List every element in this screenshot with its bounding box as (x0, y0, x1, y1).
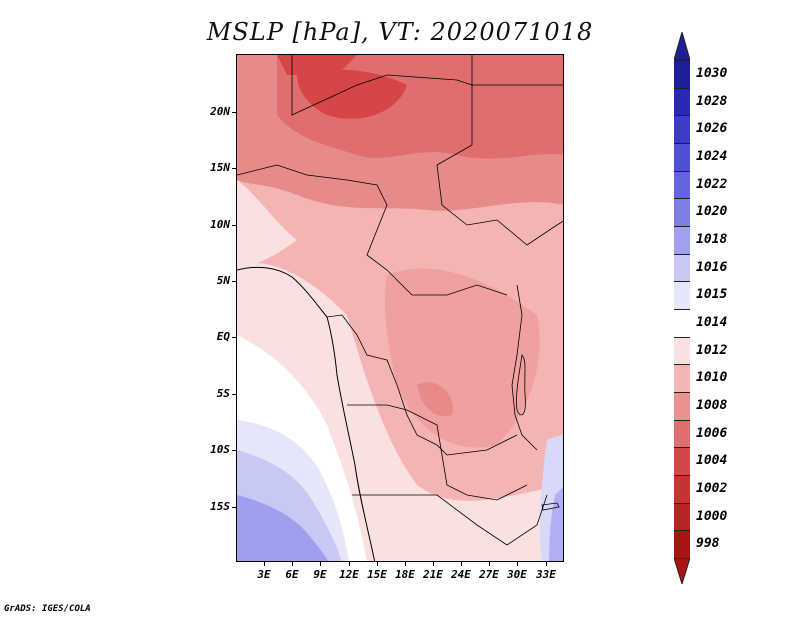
lat-tick-label: 10N (210, 218, 230, 231)
colorbar-cell (674, 226, 690, 254)
lon-tick-mark (517, 562, 518, 566)
map-title: MSLP [hPa], VT: 2020071018 (206, 18, 594, 46)
country-border (471, 55, 563, 86)
colorbar-cell (674, 115, 690, 143)
colorbar-cell (674, 475, 690, 503)
pressure-band-1004 (277, 55, 407, 119)
lon-tick-label: 15E (367, 568, 387, 581)
pressure-band-1008-interior (417, 382, 453, 417)
lat-tick-label: 5N (216, 274, 230, 287)
colorbar-bottom-arrow (674, 558, 690, 584)
colorbar-top-arrow (674, 32, 690, 60)
colorbar (674, 32, 690, 584)
lon-tick-label: 27E (479, 568, 499, 581)
lat-tick-mark (232, 168, 236, 169)
colorbar-label: 1024 (696, 148, 728, 164)
lon-tick-mark (489, 562, 490, 566)
colorbar-cell (674, 281, 690, 309)
colorbar-cell (674, 502, 690, 531)
lake-outline (541, 502, 560, 511)
colorbar-label: 1030 (696, 65, 728, 81)
country-border (326, 314, 518, 456)
colorbar-label: 1018 (696, 231, 728, 247)
lon-tick-label: 6E (285, 568, 299, 581)
lat-tick-label: EQ (216, 330, 230, 343)
lat-tick-mark (232, 337, 236, 338)
lat-tick-mark (232, 450, 236, 451)
colorbar-label: 1010 (696, 370, 728, 386)
coastline (237, 266, 376, 561)
pressure-band-1018-east (549, 487, 563, 561)
colorbar-label: 1016 (696, 259, 728, 275)
colorbar-cell (674, 530, 690, 558)
lon-tick-mark (349, 562, 350, 566)
lon-tick-mark (264, 562, 265, 566)
country-border (291, 55, 563, 246)
colorbar-cell (674, 198, 690, 226)
lon-tick-label: 18E (395, 568, 415, 581)
lat-tick-label: 15N (210, 161, 230, 174)
colorbar-label: 1015 (696, 287, 728, 303)
country-border (237, 164, 508, 296)
colorbar-label: 1012 (696, 342, 728, 358)
lon-tick-mark (377, 562, 378, 566)
colorbar-label: 998 (696, 536, 720, 552)
lon-tick-label: 33E (536, 568, 556, 581)
pressure-band-1018 (237, 495, 328, 561)
colorbar-label: 1008 (696, 397, 728, 413)
lat-tick-label: 10S (210, 443, 230, 456)
lon-tick-label: 12E (339, 568, 359, 581)
colorbar-label: 1000 (696, 508, 728, 524)
lat-tick-mark (232, 225, 236, 226)
colorbar-cell (674, 419, 690, 448)
colorbar-cell (674, 364, 690, 392)
lon-tick-label: 21E (423, 568, 443, 581)
lat-tick-mark (232, 281, 236, 282)
colorbar-cell (674, 336, 690, 365)
lon-tick-mark (292, 562, 293, 566)
credit-text: GrADS: IGES/COLA (4, 604, 91, 614)
colorbar-label: 1002 (696, 480, 728, 496)
colorbar-label: 1006 (696, 425, 728, 441)
lon-tick-mark (320, 562, 321, 566)
lon-tick-mark (405, 562, 406, 566)
colorbar-label: 1028 (696, 93, 728, 109)
colorbar-cell (674, 87, 690, 116)
lon-tick-mark (546, 562, 547, 566)
colorbar-cell (674, 309, 690, 337)
colorbar-label: 1026 (696, 121, 728, 137)
colorbar-label: 1022 (696, 176, 728, 192)
lat-tick-mark (232, 507, 236, 508)
lat-tick-label: 15S (210, 500, 230, 513)
lon-tick-label: 3E (257, 568, 271, 581)
pressure-band-1012-north (237, 180, 297, 270)
lat-tick-label: 5S (216, 387, 230, 400)
lon-tick-mark (433, 562, 434, 566)
lon-tick-label: 24E (451, 568, 471, 581)
country-border (347, 404, 528, 501)
lat-tick-label: 20N (210, 105, 230, 118)
lat-tick-mark (232, 394, 236, 395)
colorbar-cell (674, 60, 690, 88)
lake-outline (516, 354, 526, 416)
lat-tick-mark (232, 112, 236, 113)
colorbar-cell (674, 253, 690, 282)
colorbar-cell (674, 170, 690, 199)
pressure-map (236, 54, 564, 562)
colorbar-cell (674, 392, 690, 420)
colorbar-label: 1014 (696, 314, 728, 330)
colorbar-cell (674, 447, 690, 475)
lon-tick-label: 9E (313, 568, 327, 581)
colorbar-label: 1020 (696, 204, 728, 220)
lon-tick-label: 30E (507, 568, 527, 581)
colorbar-cell (674, 143, 690, 171)
country-border (511, 284, 538, 451)
colorbar-label: 1004 (696, 453, 728, 469)
lon-tick-mark (461, 562, 462, 566)
country-border (352, 494, 548, 546)
